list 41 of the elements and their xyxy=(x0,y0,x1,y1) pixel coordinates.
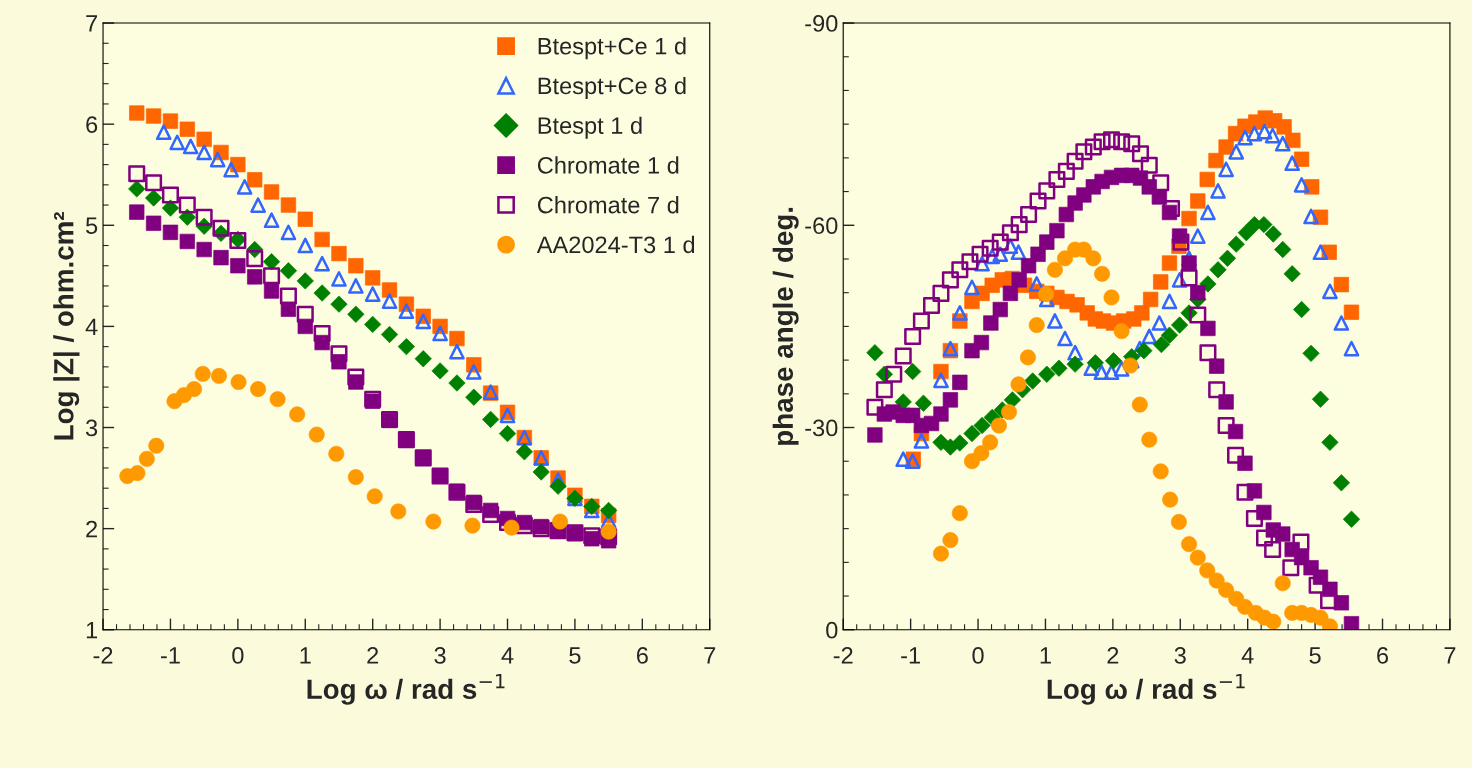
legend-label: Btespt+Ce 8 d xyxy=(538,76,686,99)
y-axis-title: Log |Z| / ohm.cm² xyxy=(53,211,80,440)
y-axis-title: phase angle / deg. xyxy=(772,207,799,445)
x-tick-label: 3 xyxy=(434,647,446,664)
legend-label: AA2024-T3 1 d xyxy=(536,235,695,254)
legend-label: Btespt+Ce 1 d xyxy=(538,37,686,60)
legend-label: Chromate 7 d xyxy=(537,196,679,214)
x-tick-label: 7 xyxy=(704,647,716,664)
x-tick-label: 4 xyxy=(501,647,514,664)
x-tick-label: 3 xyxy=(1174,647,1186,664)
x-tick-label: 2 xyxy=(1107,647,1119,664)
y-tick-label: -60 xyxy=(805,217,838,235)
y-tick-label: -30 xyxy=(805,419,838,437)
x-axis-title: Log ω / rad s$^{−1}$ xyxy=(307,673,505,705)
y-tick-label: 2 xyxy=(86,520,97,538)
y-tick-label: 4 xyxy=(85,318,98,335)
x-tick-label: -1 xyxy=(161,647,180,664)
y-tick-label: 7 xyxy=(86,15,97,32)
x-tick-label: 2 xyxy=(367,647,379,664)
legend-label: Chromate 1 d xyxy=(537,156,679,174)
y-tick-label: 1 xyxy=(86,622,98,639)
y-tick-label: 6 xyxy=(86,116,98,133)
x-tick-label: -1 xyxy=(901,647,920,664)
x-tick-label: 1 xyxy=(300,647,311,664)
y-tick-label: 5 xyxy=(85,217,98,235)
x-tick-label: 0 xyxy=(972,647,984,664)
x-tick-label: 6 xyxy=(1377,647,1389,664)
y-tick-label: -90 xyxy=(805,15,838,32)
x-tick-label: 0 xyxy=(232,647,244,664)
x-tick-label: -2 xyxy=(833,647,853,664)
x-tick-label: 4 xyxy=(1241,647,1254,664)
x-tick-label: 7 xyxy=(1444,647,1456,664)
legend-label: Btespt 1 d xyxy=(538,116,642,139)
x-tick-label: -2 xyxy=(93,647,113,664)
x-tick-label: 5 xyxy=(1309,647,1321,664)
x-axis-title: Log ω / rad s$^{−1}$ xyxy=(1047,673,1245,705)
x-tick-label: 6 xyxy=(636,647,648,664)
x-tick-label: 1 xyxy=(1040,647,1051,664)
y-tick-label: 0 xyxy=(826,621,838,639)
x-tick-label: 5 xyxy=(569,647,581,664)
y-tick-label: 3 xyxy=(85,419,98,437)
